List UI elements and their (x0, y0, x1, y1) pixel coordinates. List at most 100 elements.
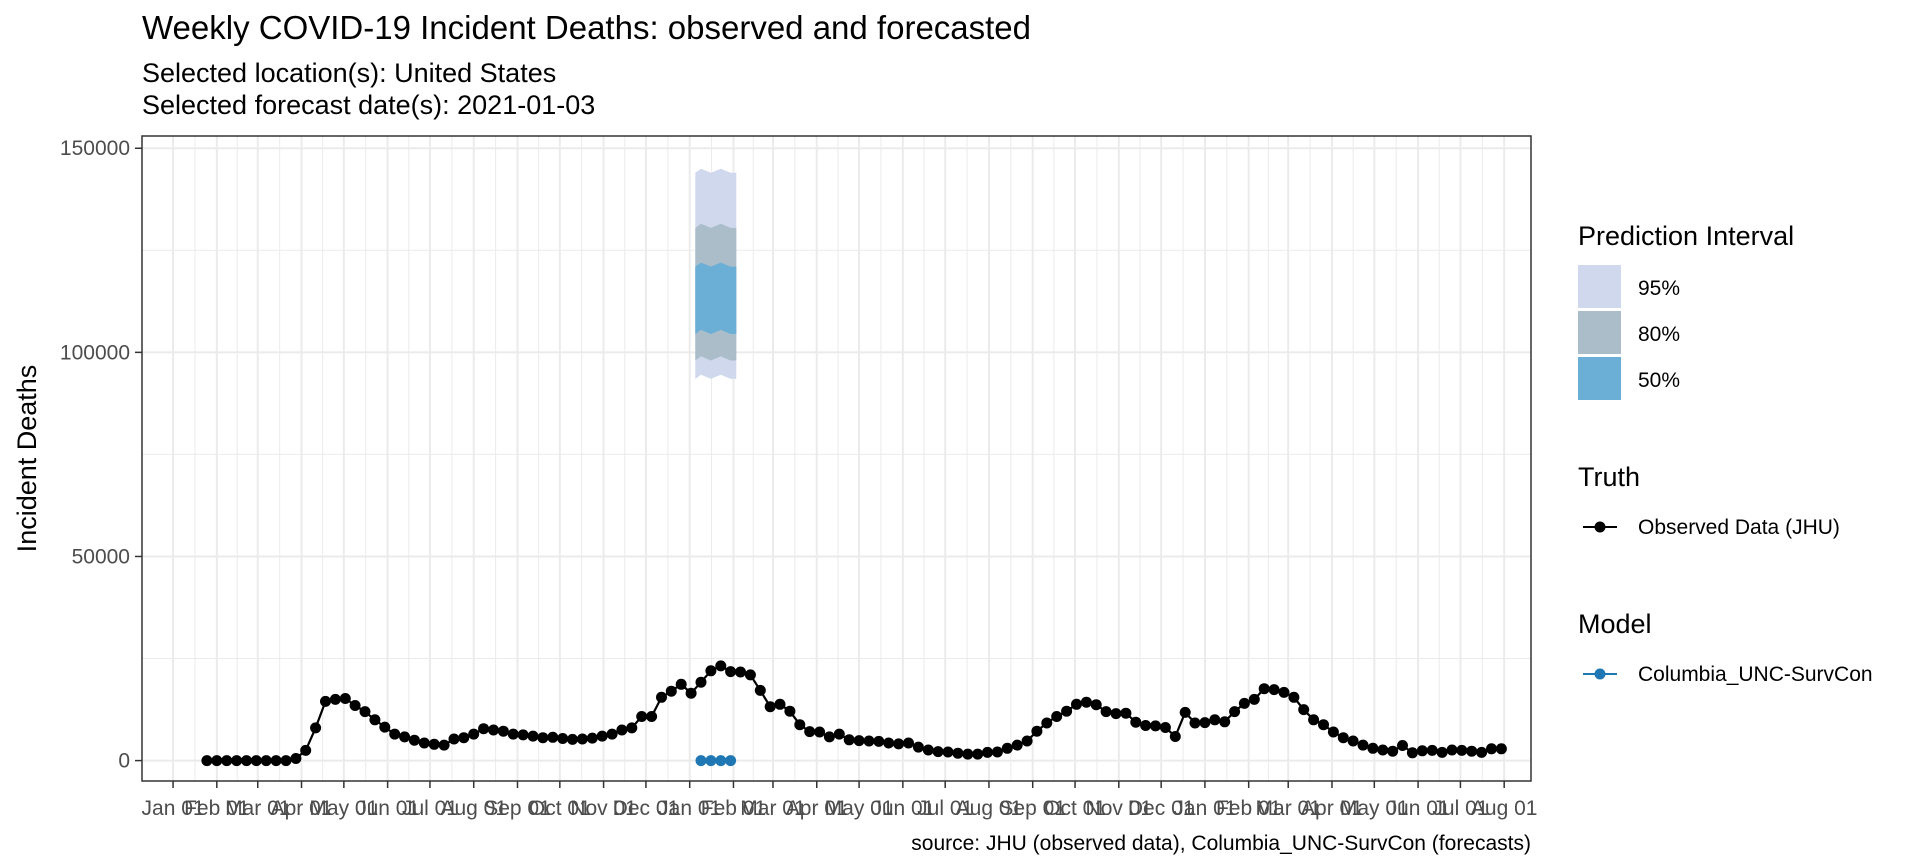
observed-point (1189, 717, 1201, 729)
legend-swatch-80 (1578, 311, 1621, 354)
observed-point (1357, 739, 1369, 751)
observed-point (725, 666, 737, 678)
legend-swatch-95 (1578, 265, 1621, 308)
y-tick-label: 0 (118, 750, 130, 773)
observed-point (1169, 731, 1181, 742)
observed-point (1011, 739, 1023, 751)
observed-point (379, 721, 391, 733)
model-point (715, 755, 727, 767)
plot-panel (141, 135, 1532, 782)
observed-series (201, 660, 1507, 767)
observed-point (349, 700, 361, 711)
observed-point (853, 735, 865, 747)
x-tick-label: Jul 01 (917, 797, 973, 820)
x-tick-label: Feb 01 (1216, 797, 1281, 820)
legend-key-model-point (1594, 668, 1606, 680)
x-tick-label: Mar 01 (1256, 797, 1321, 820)
x-tick-label: Jan 01 (1173, 797, 1236, 820)
observed-point (1347, 735, 1359, 747)
observed-point (1466, 745, 1478, 757)
observed-point (685, 687, 697, 699)
x-tick-label: Sep 01 (484, 797, 551, 820)
model-point (725, 755, 737, 767)
observed-point (804, 726, 816, 738)
observed-point (991, 746, 1003, 758)
legend-title-interval: Prediction Interval (1578, 221, 1794, 251)
observed-point (1209, 714, 1221, 726)
y-tick-label: 100000 (60, 341, 130, 364)
observed-point (369, 714, 381, 726)
observed-point (537, 732, 549, 744)
prediction-intervals (695, 168, 737, 379)
observed-point (300, 744, 312, 756)
observed-point (1268, 684, 1280, 696)
observed-point (458, 732, 470, 744)
observed-point (982, 746, 993, 758)
observed-point (260, 755, 272, 767)
x-tick-label: Jan 01 (658, 797, 721, 820)
observed-point (527, 730, 539, 742)
x-tick-label: Feb 01 (701, 797, 766, 820)
observed-point (1308, 714, 1320, 726)
observed-point (339, 693, 351, 704)
legend-swatch-50 (1578, 357, 1621, 400)
observed-point (715, 660, 727, 672)
observed-point (764, 701, 776, 713)
observed-point (843, 734, 855, 746)
x-tick-label: May 01 (825, 797, 894, 820)
observed-point (1288, 691, 1300, 703)
x-tick-label: Apr 01 (271, 797, 333, 820)
observed-point (1031, 725, 1043, 737)
observed-point (626, 722, 638, 734)
observed-point (547, 731, 559, 743)
observed-point (616, 724, 628, 736)
y-tick-label: 150000 (60, 137, 130, 160)
observed-point (507, 728, 519, 740)
observed-point (972, 748, 984, 760)
observed-point (586, 732, 598, 744)
observed-point (695, 676, 707, 688)
chart-title: Weekly COVID-19 Incident Deaths: observe… (142, 9, 1031, 46)
x-tick-label: Apr 01 (786, 797, 848, 820)
observed-point (784, 705, 796, 717)
observed-point (794, 719, 806, 731)
observed-point (1229, 706, 1241, 718)
grid-major (142, 136, 1531, 781)
x-tick-label: Jun 01 (1387, 797, 1450, 820)
observed-point (1377, 744, 1389, 756)
observed-point (1248, 693, 1260, 705)
observed-point (1238, 697, 1250, 709)
y-axis-title: Incident Deaths (12, 365, 42, 553)
x-tick-label: Aug 01 (956, 797, 1023, 820)
x-tick-label: Dec 01 (1128, 797, 1195, 820)
observed-point (280, 755, 292, 767)
observed-point (1110, 708, 1122, 720)
observed-point (418, 737, 430, 749)
observed-point (1397, 740, 1408, 751)
observed-point (468, 728, 480, 740)
observed-point (606, 728, 618, 740)
chart-subtitle-location: Selected location(s): United States (142, 58, 556, 88)
chart-subtitle-date: Selected forecast date(s): 2021-01-03 (142, 90, 595, 120)
observed-point (359, 706, 371, 718)
panel-border (141, 135, 1532, 782)
observed-point (1258, 683, 1270, 695)
observed-point (774, 698, 786, 710)
observed-point (942, 746, 954, 758)
observed-point (408, 734, 420, 746)
observed-point (893, 738, 905, 750)
observed-point (823, 731, 835, 743)
observed-point (1120, 707, 1132, 719)
x-tick-label: May 01 (1340, 797, 1409, 820)
observed-point (1100, 706, 1112, 718)
observed-point (1159, 722, 1171, 733)
observed-point (1150, 720, 1161, 732)
observed-point (211, 755, 223, 767)
model-point (695, 755, 707, 767)
observed-point (438, 739, 450, 751)
observed-point (1080, 696, 1092, 708)
chart-caption: source: JHU (observed data), Columbia_UN… (911, 832, 1531, 855)
observed-point (1387, 745, 1399, 757)
x-tick-label: Jun 01 (871, 797, 934, 820)
